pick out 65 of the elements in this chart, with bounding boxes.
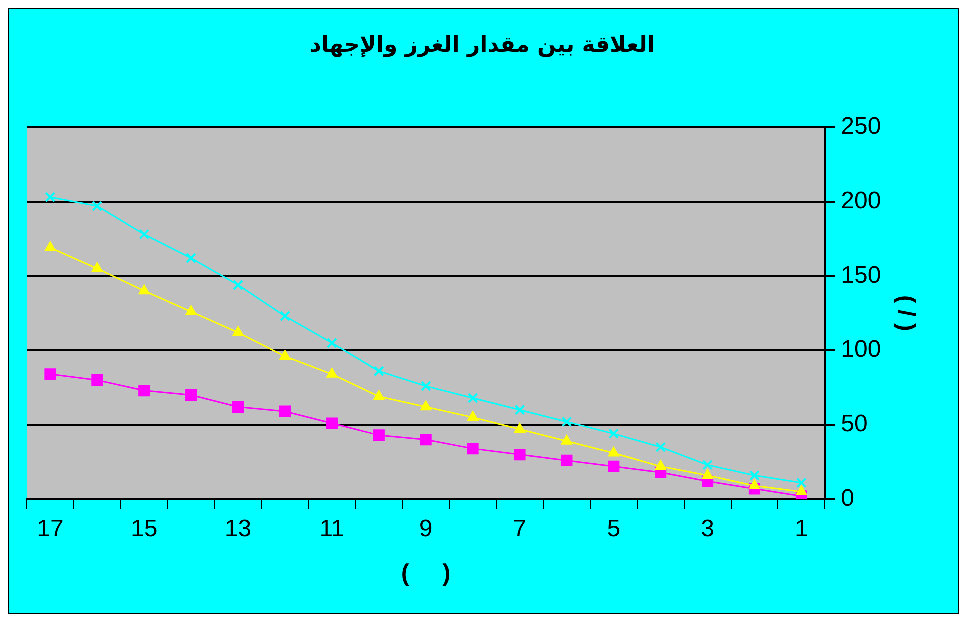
- point: [514, 404, 526, 416]
- point: [561, 454, 573, 467]
- x-tick-label: 5: [607, 515, 621, 542]
- point: [749, 470, 760, 481]
- point: [562, 416, 572, 428]
- point: [420, 434, 432, 446]
- point: [796, 478, 807, 488]
- point: [232, 401, 244, 413]
- point: [232, 326, 244, 336]
- point: [749, 480, 760, 490]
- x-tick-label: 1: [795, 515, 808, 542]
- point: [279, 406, 292, 418]
- point: [420, 381, 432, 392]
- point: [514, 448, 526, 461]
- y-tick-label: 100: [841, 336, 882, 364]
- point: [374, 366, 384, 377]
- point: [138, 284, 150, 295]
- point: [467, 411, 479, 422]
- point: [44, 368, 56, 380]
- point: [514, 422, 526, 433]
- point: [561, 434, 573, 445]
- point: [92, 201, 103, 212]
- point: [608, 428, 620, 440]
- point: [655, 460, 667, 470]
- point: [186, 305, 198, 316]
- x-tick-label: 13: [224, 515, 252, 542]
- point: [373, 390, 385, 400]
- point: [326, 368, 338, 378]
- point: [468, 392, 478, 404]
- point: [186, 253, 197, 264]
- x-tick-label: 11: [320, 515, 345, 542]
- x-tick-label: 9: [419, 515, 433, 542]
- point: [326, 418, 338, 430]
- y-tick-label: 200: [841, 187, 882, 214]
- y-tick-label: 50: [841, 410, 868, 438]
- x-tick-label: 3: [701, 515, 714, 542]
- point: [45, 192, 56, 203]
- y-tick-label: 250: [841, 113, 882, 140]
- point: [702, 469, 714, 480]
- x-tick-label: 17: [37, 515, 64, 542]
- point: [326, 338, 338, 348]
- point: [92, 262, 104, 272]
- point: [280, 311, 290, 322]
- y-axis-title: ( / ): [892, 295, 920, 332]
- point: [702, 460, 714, 470]
- point: [233, 280, 244, 290]
- x-tick-label: 15: [131, 515, 158, 542]
- y-tick-label: 150: [841, 262, 882, 289]
- point: [92, 374, 104, 386]
- point: [373, 430, 385, 442]
- point: [138, 384, 150, 397]
- point: [280, 350, 291, 360]
- point: [44, 241, 56, 252]
- point: [139, 229, 150, 240]
- point: [608, 460, 620, 472]
- point: [420, 400, 432, 411]
- point: [796, 485, 808, 496]
- x-tick-label: 7: [513, 515, 527, 542]
- y-tick-label: 0: [841, 485, 855, 512]
- point: [608, 446, 620, 457]
- chart-title: العلاقة بين مقدار الغرز والإجهاد: [310, 32, 655, 58]
- x-axis-title: ( ): [401, 560, 451, 588]
- point: [656, 442, 666, 453]
- point: [186, 389, 198, 402]
- point: [467, 443, 479, 455]
